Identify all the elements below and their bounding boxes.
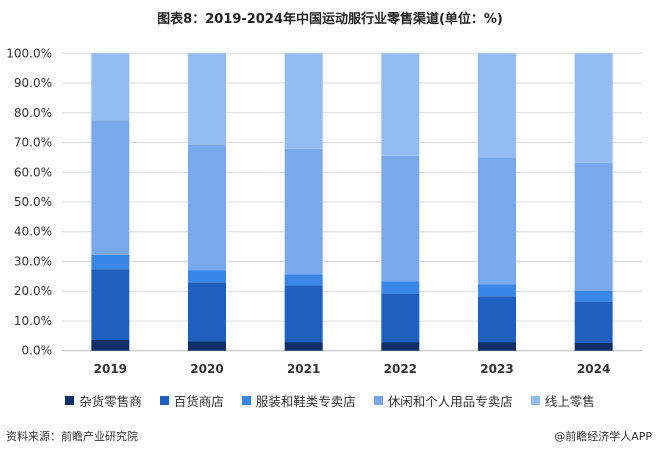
bar-segment xyxy=(91,254,130,270)
legend-label: 休闲和个人用品专卖店 xyxy=(387,394,513,409)
bar-segment xyxy=(574,162,613,291)
legend-swatch xyxy=(241,396,251,405)
y-tick-label: 80.0% xyxy=(14,106,52,120)
legend-item: 杂货零售商 xyxy=(65,391,142,410)
y-tick-label: 70.0% xyxy=(14,136,52,150)
y-tick-label: 30.0% xyxy=(14,254,52,268)
chart-title: 图表8：2019-2024年中国运动服行业零售渠道(单位：%) xyxy=(157,12,503,27)
bar-segment xyxy=(284,274,323,286)
bar-segment xyxy=(574,342,613,351)
bar-segment xyxy=(91,53,130,121)
bar-segment xyxy=(478,342,516,351)
bar-segment xyxy=(381,293,420,343)
bar-segment xyxy=(284,53,323,149)
bar-segment xyxy=(478,157,516,285)
bar-segment xyxy=(381,155,420,282)
bar-segment xyxy=(188,270,226,283)
legend-label: 百货商店 xyxy=(173,394,224,409)
bar-segment xyxy=(188,144,226,271)
y-tick-label: 90.0% xyxy=(14,76,52,90)
legend-item: 服装和鞋类专卖店 xyxy=(241,391,356,410)
y-tick-label: 50.0% xyxy=(14,195,52,209)
bar-segment xyxy=(574,290,613,302)
legend: 杂货零售商 百货商店 服装和鞋类专卖店 休闲和个人用品专卖店 线上零售 xyxy=(0,391,660,410)
footer: 资料来源：前瞻产业研究院 @前瞻经济学人APP xyxy=(6,428,652,444)
bar-segment xyxy=(91,120,130,255)
bar-segment xyxy=(284,342,323,351)
bar-segment xyxy=(381,342,420,351)
legend-label: 线上零售 xyxy=(544,394,595,409)
bar-segment xyxy=(284,148,323,275)
legend-item: 休闲和个人用品专卖店 xyxy=(373,391,513,410)
bar-segment xyxy=(478,53,516,158)
bar-segment xyxy=(381,53,420,156)
bar-segment xyxy=(91,269,130,340)
x-tick-label: 2024 xyxy=(577,362,610,376)
legend-swatch xyxy=(159,396,169,405)
x-tick-label: 2022 xyxy=(384,362,417,376)
legend-swatch xyxy=(530,396,540,405)
x-tick-label: 2023 xyxy=(480,362,513,376)
y-tick-label: 20.0% xyxy=(14,284,52,298)
legend-label: 服装和鞋类专卖店 xyxy=(255,394,356,409)
bar-segment xyxy=(91,339,130,351)
y-tick-label: 10.0% xyxy=(14,314,52,328)
legend-label: 杂货零售商 xyxy=(79,394,142,409)
y-tick-label: 60.0% xyxy=(14,165,52,179)
bar-segment xyxy=(284,285,323,343)
x-tick-label: 2020 xyxy=(190,362,223,376)
bar-segment xyxy=(478,296,516,343)
legend-item: 线上零售 xyxy=(530,391,595,410)
y-tick-label: 0.0% xyxy=(22,344,53,358)
bar-segment xyxy=(574,53,613,163)
legend-swatch xyxy=(65,396,75,405)
bar-segment xyxy=(574,301,613,343)
bar-segment xyxy=(478,284,516,297)
source-note: 资料来源：前瞻产业研究院 xyxy=(6,430,138,443)
bar-segment xyxy=(381,281,420,294)
y-tick-label: 40.0% xyxy=(14,225,52,239)
x-tick-label: 2019 xyxy=(94,362,127,376)
y-tick-label: 100.0% xyxy=(6,46,52,60)
bar-segment xyxy=(188,53,226,145)
brand-note: @前瞻经济学人APP xyxy=(554,430,652,443)
x-tick-label: 2021 xyxy=(287,362,320,376)
bar-segment xyxy=(188,341,226,351)
legend-swatch xyxy=(373,396,383,405)
bar-segment xyxy=(188,282,226,342)
legend-item: 百货商店 xyxy=(159,391,224,410)
